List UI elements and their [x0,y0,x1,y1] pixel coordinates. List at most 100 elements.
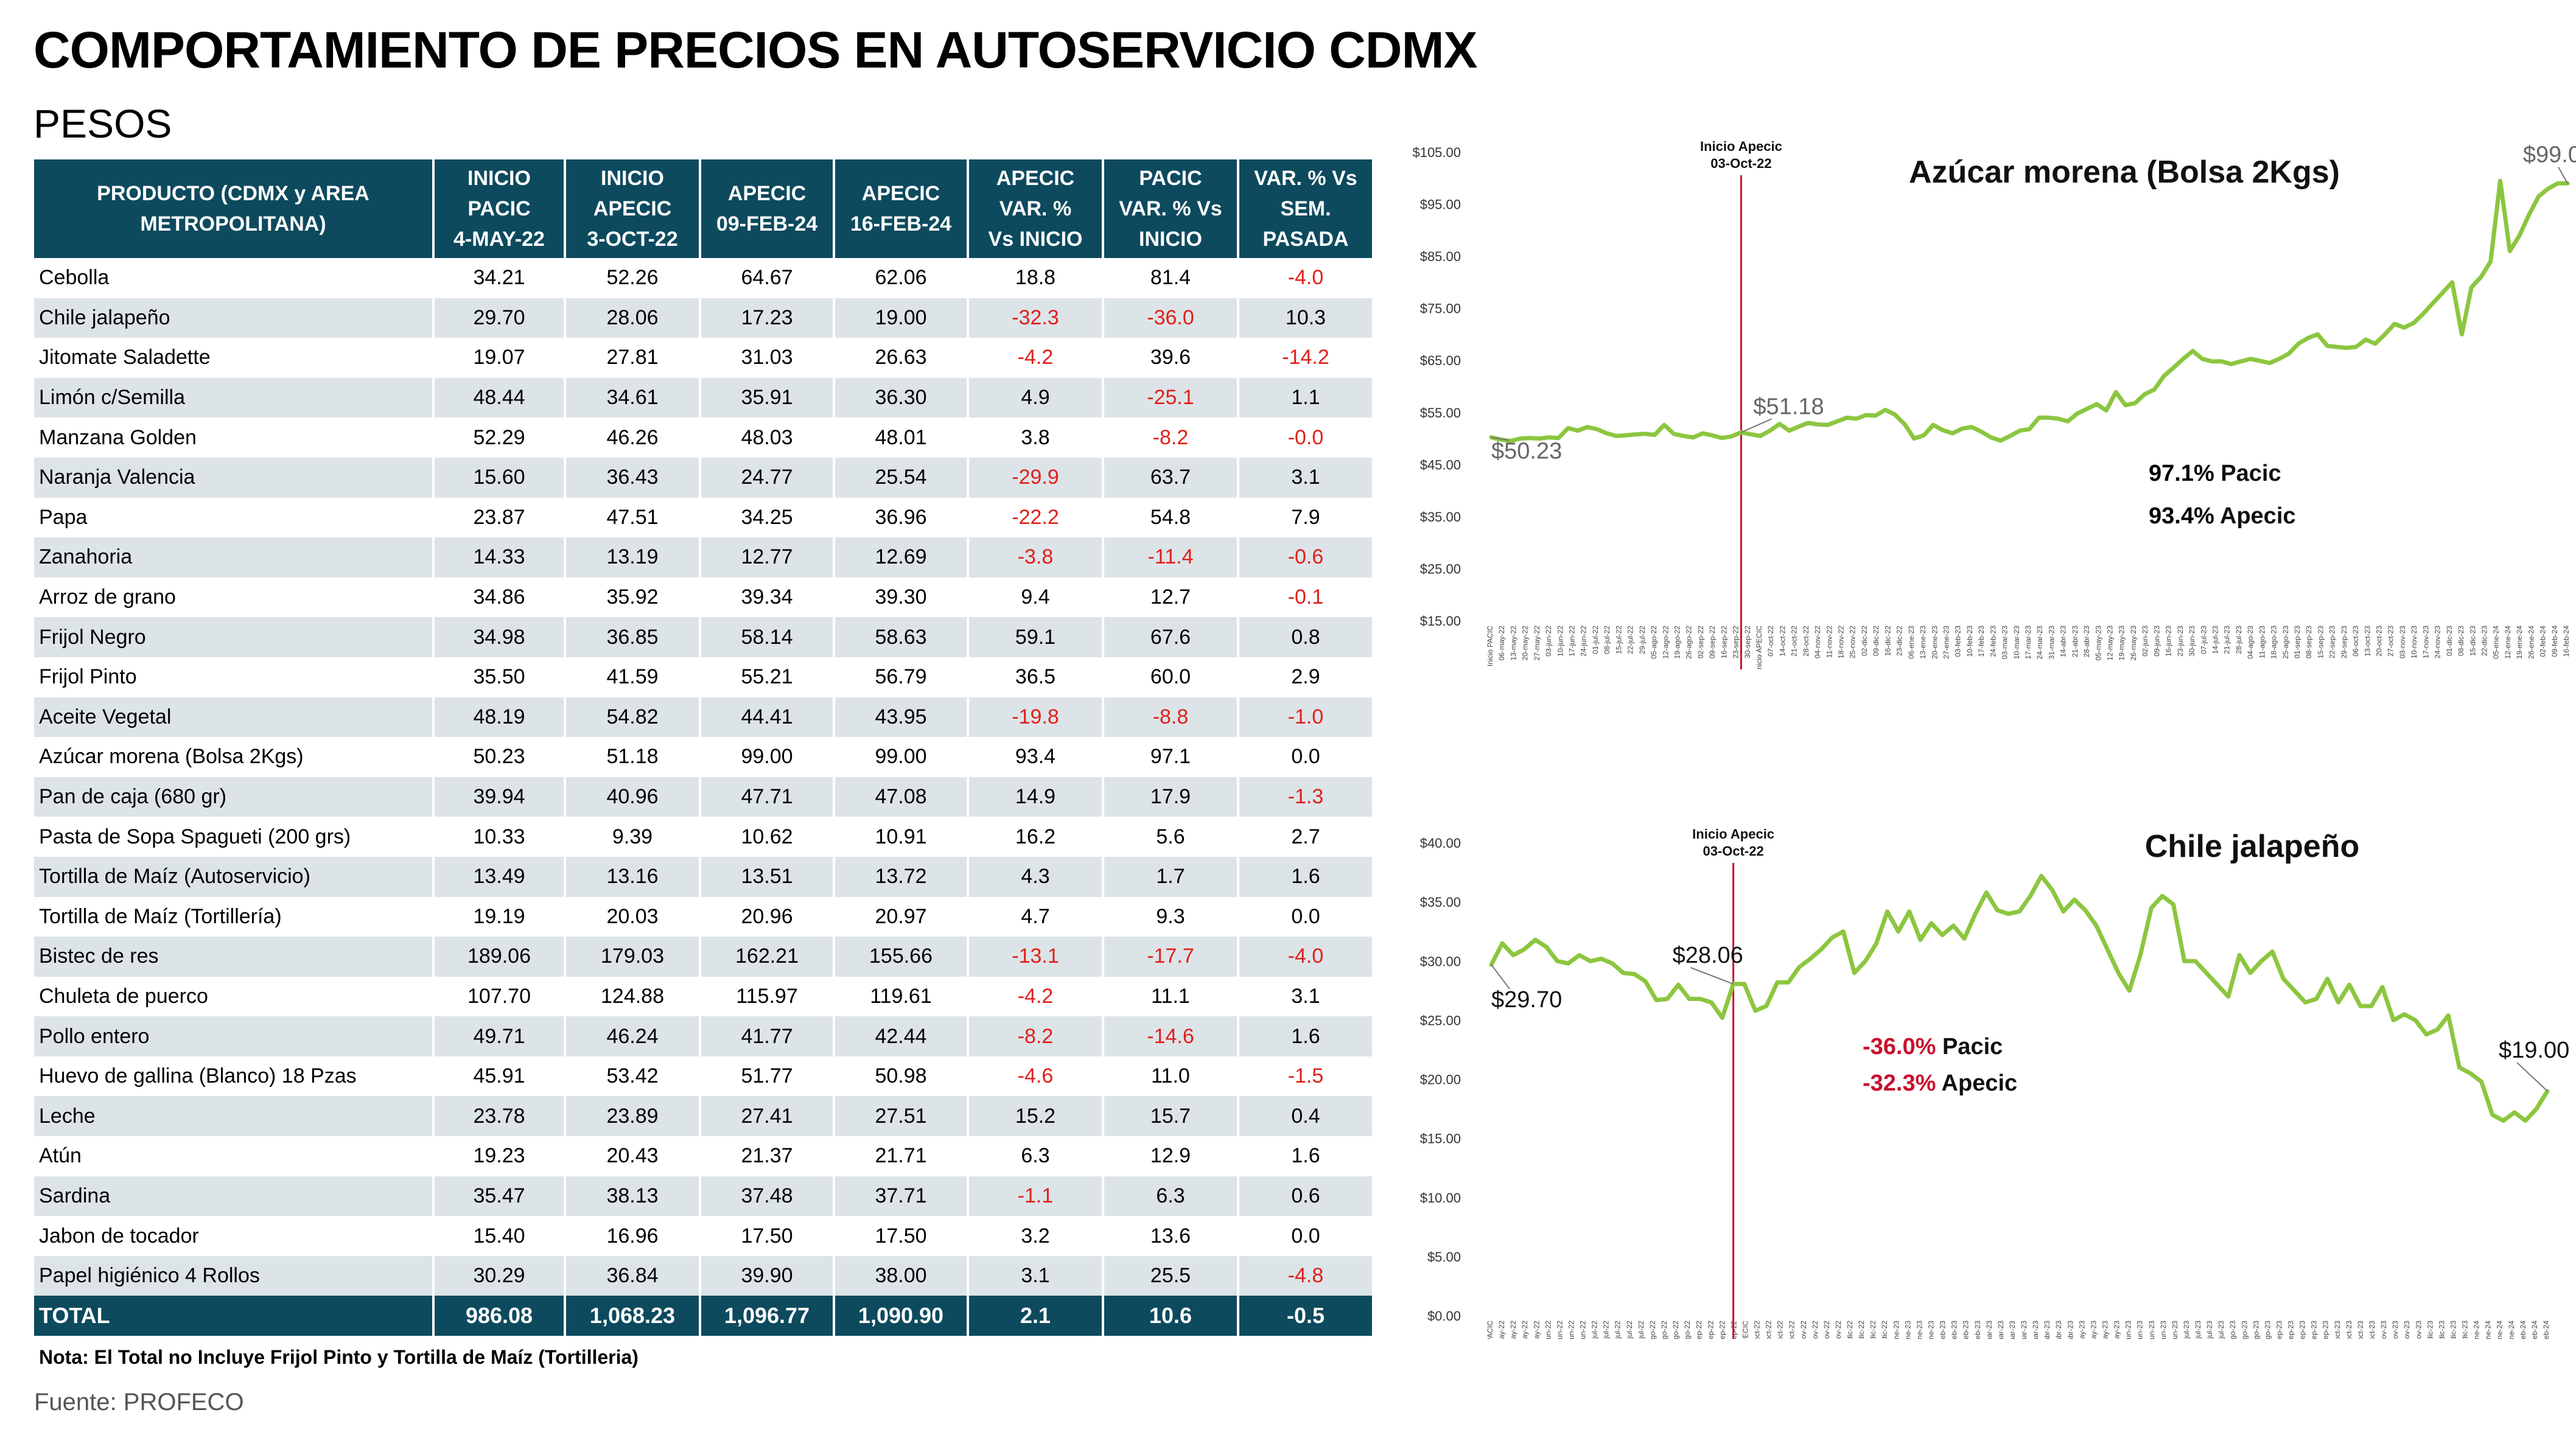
col-producto-cell: Frijol Pinto [34,657,435,697]
x-tick-label: 18-ago-23 [2252,1321,2260,1339]
col-inicio-pacic-cell: 107.70 [433,976,566,1017]
col-producto-cell: Cebolla [34,258,435,298]
col-var-semana-cell: -0.6 [1238,537,1372,578]
y-tick-label: $15.00 [1420,1131,1461,1147]
y-tick-label: $25.00 [1420,561,1461,576]
x-tick-label: 15-sep-23 [2316,626,2325,658]
marker-label: 03-Oct-22 [1703,843,1763,859]
x-tick-label: 20-ene-23 [1915,1321,1923,1339]
col-producto-cell: Atún [34,1136,435,1176]
x-tick-label: 28-jul-23 [2217,1321,2225,1339]
x-tick-label: 07-jul-23 [2182,1321,2191,1339]
col-apecic-16feb-cell: 17.50 [834,1216,969,1256]
y-tick-label: $35.00 [1420,509,1461,525]
col-apecic-16feb-header: APECIC 16-FEB-24 [834,159,969,258]
x-tick-label: 18-nov-22 [1837,626,1846,658]
header-line: PACIC [467,197,531,220]
change-pct: 97.1% [2149,461,2214,486]
col-apecic-var-cell: -4.2 [968,338,1104,378]
sugar-price-chart: $15.00 $25.00 $35.00 $45.00 $55.00 $65.00 $75.… [1412,139,2576,669]
x-tick-label: 14-abr-23 [2043,1321,2051,1339]
col-inicio-apecic-cell: 36.84 [565,1255,701,1296]
x-tick-label: 07-oct-22 [1753,1321,1762,1339]
x-tick-label: 24-jun-22 [1580,626,1588,657]
x-tick-label: 12-ene-24 [2484,1321,2493,1339]
col-apecic-var-header: APECIC VAR. % Vs INICIO [968,159,1104,258]
col-producto-cell: Leche [34,1096,435,1137]
change-note: -36.0% Pacic [1863,1034,2003,1060]
col-apecic-var-cell: -1.1 [968,1176,1104,1217]
change-pct: -36.0% [1863,1034,1936,1060]
x-tick-label: 22-jul-22 [1625,1321,1634,1339]
col-apecic-09feb-cell: 58.14 [700,617,835,657]
x-tick-label: 06-may-22 [1497,1321,1506,1339]
col-inicio-apecic-cell: 13.19 [565,537,701,578]
price-series-line [1489,178,2570,444]
x-tick-label: 17-mar-23 [2008,1321,2017,1339]
col-pacic-var-cell: 1.7 [1103,856,1239,897]
col-producto-cell: Pan de caja (680 gr) [34,777,435,817]
col-producto-cell: Pollo entero [34,1016,435,1056]
x-tick-label: 14-abr-23 [2059,626,2068,657]
annotation-leader [1690,967,1734,985]
x-tick-label: 28-oct-22 [1788,1321,1796,1339]
x-tick-label: 05-may-23 [2094,626,2102,661]
x-tick-label: Inicio PACIC [1486,1321,1494,1339]
col-apecic-var-cell: 59.1 [968,617,1104,657]
col-apecic-09feb-cell: 162.21 [700,937,835,977]
col-apecic-16feb-cell: 20.97 [834,896,969,937]
col-var-semana-cell: -4.8 [1238,1255,1372,1296]
y-tick-label: $105.00 [1412,145,1461,160]
col-inicio-apecic-cell: 179.03 [565,937,701,977]
page-subtitle: PESOS [33,101,172,146]
col-pacic-var-cell: -36.0 [1103,298,1239,338]
x-tick-label: 04-nov-22 [1813,626,1822,658]
source-text: Fuente: PROFECO [34,1389,244,1416]
x-tick-label: 05-ago-22 [1650,626,1658,659]
col-apecic-09feb-cell: 13.51 [700,856,835,897]
x-tick-label: 21-oct-22 [1790,626,1799,657]
col-inicio-pacic-cell: 14.33 [433,537,566,578]
y-tick-label: $45.00 [1420,457,1461,472]
col-producto-cell: Jabon de tocador [34,1216,435,1256]
x-tick-label: 27-ene-23 [1927,1321,1936,1339]
table-row: Cebolla 34.21 52.26 64.67 62.06 18.8 81.4 -4.0 [34,258,1372,298]
header-line: PACIC [1139,167,1202,190]
col-apecic-16feb-cell: 13.72 [834,856,969,897]
table-row: Pasta de Sopa Spagueti (200 grs) 10.33 9.3… [34,817,1372,857]
col-pacic-var-cell: 63.7 [1103,457,1239,498]
x-tick-label: 25-ago-23 [2263,1321,2272,1339]
table-row: Jabon de tocador 15.40 16.96 17.50 17.50 3.2 1… [34,1216,1372,1256]
col-producto-cell: Huevo de gallina (Blanco) 18 Pzas [34,1056,435,1097]
page-title: COMPORTAMIENTO DE PRECIOS EN AUTOSERVICI… [33,21,1478,79]
x-tick-label: 24-feb-23 [1989,626,1997,657]
col-inicio-apecic-cell: 38.13 [565,1176,701,1217]
col-inicio-apecic-cell: 9.39 [565,817,701,857]
data-annotation: $50.23 [1491,439,1562,464]
col-apecic-16feb-cell: 10.91 [834,817,969,857]
x-tick-label: 13-oct-23 [2345,1321,2353,1339]
col-pacic-var-cell: 6.3 [1103,1176,1239,1217]
col-var-semana-cell: 0.6 [1238,1176,1372,1217]
table-row: Limón c/Semilla 48.44 34.61 35.91 36.30 4.9 -2… [34,377,1372,418]
col-apecic-09feb-cell: 27.41 [700,1096,835,1137]
y-tick-label: $15.00 [1420,613,1461,629]
x-tick-label: 04-ago-23 [2246,626,2255,659]
col-apecic-09feb-cell: 17.23 [700,298,835,338]
col-apecic-09feb-cell: 20.96 [700,896,835,937]
x-tick-label: 19-ago-22 [1671,1321,1680,1339]
x-tick-label: 02-sep-22 [1696,626,1705,658]
col-apecic-09feb-cell: 99.00 [700,737,835,777]
col-inicio-pacic-cell: 15.40 [433,1216,566,1256]
col-inicio-pacic-cell: 23.78 [433,1096,566,1137]
y-tick-label: $10.00 [1420,1190,1461,1206]
col-pacic-var-cell: 54.8 [1103,497,1239,538]
x-tick-label: 06-oct-23 [2351,626,2360,657]
col-apecic-16feb-cell: 25.54 [834,457,969,498]
col-pacic-var-cell: 12.7 [1103,577,1239,618]
table-header-row: PRODUCTO (CDMX y AREA METROPOLITANA) INICI… [34,159,1372,258]
col-apecic-var-cell: 4.9 [968,377,1104,418]
col-apecic-16feb-cell: 37.71 [834,1176,969,1217]
x-tick-label: 24-jun-22 [1579,1321,1587,1339]
x-tick-label: 15-jul-22 [1614,1321,1622,1339]
